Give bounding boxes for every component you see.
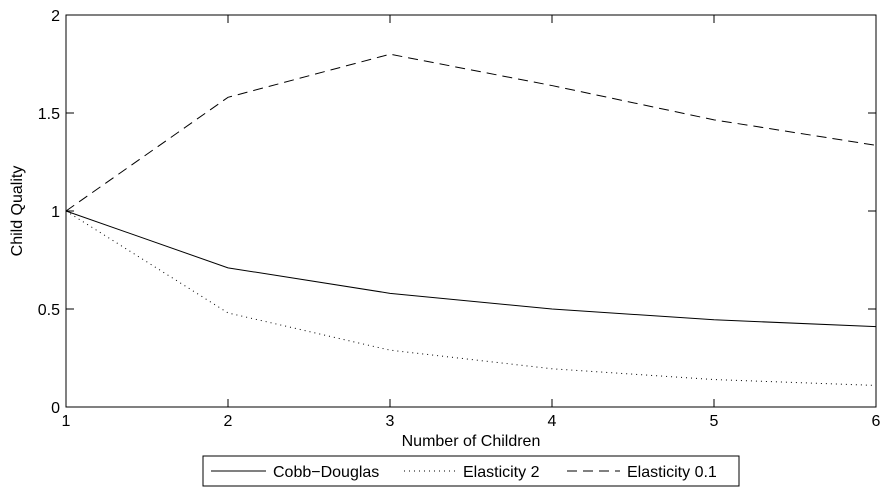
series-line-elasticity-2 [65,210,877,386]
series-lines [65,53,877,386]
axis-ticks: 1 2 3 4 5 6 0 0.5 1 1.5 2 [38,8,881,430]
x-tick-label: 1 [62,413,71,430]
x-tick-label: 6 [872,413,881,430]
x-axis-label: Number of Children [402,433,541,450]
x-tick-label: 2 [224,413,233,430]
legend-label-cobb-douglas: Cobb−Douglas [273,464,379,481]
series-line-cobb-douglas [65,210,877,328]
y-axis-label: Child Quality [9,166,26,257]
legend-box [202,455,740,487]
y-tick-label: 0 [51,400,60,417]
x-tick-label: 5 [710,413,719,430]
legend: Cobb−Douglas Elasticity 2 Elasticity 0.1 [202,455,740,487]
y-tick-label: 0.5 [38,302,60,319]
y-tick-label: 1 [51,204,60,221]
legend-label-elasticity-2: Elasticity 2 [463,464,540,481]
y-tick-label: 2 [51,8,60,25]
y-tick-label: 1.5 [38,106,60,123]
x-tick-label: 4 [548,413,557,430]
legend-label-elasticity-0-1: Elasticity 0.1 [627,464,717,481]
x-tick-label: 3 [386,413,395,430]
series-line-elasticity-0-1 [65,53,877,212]
plot-area [65,14,877,408]
